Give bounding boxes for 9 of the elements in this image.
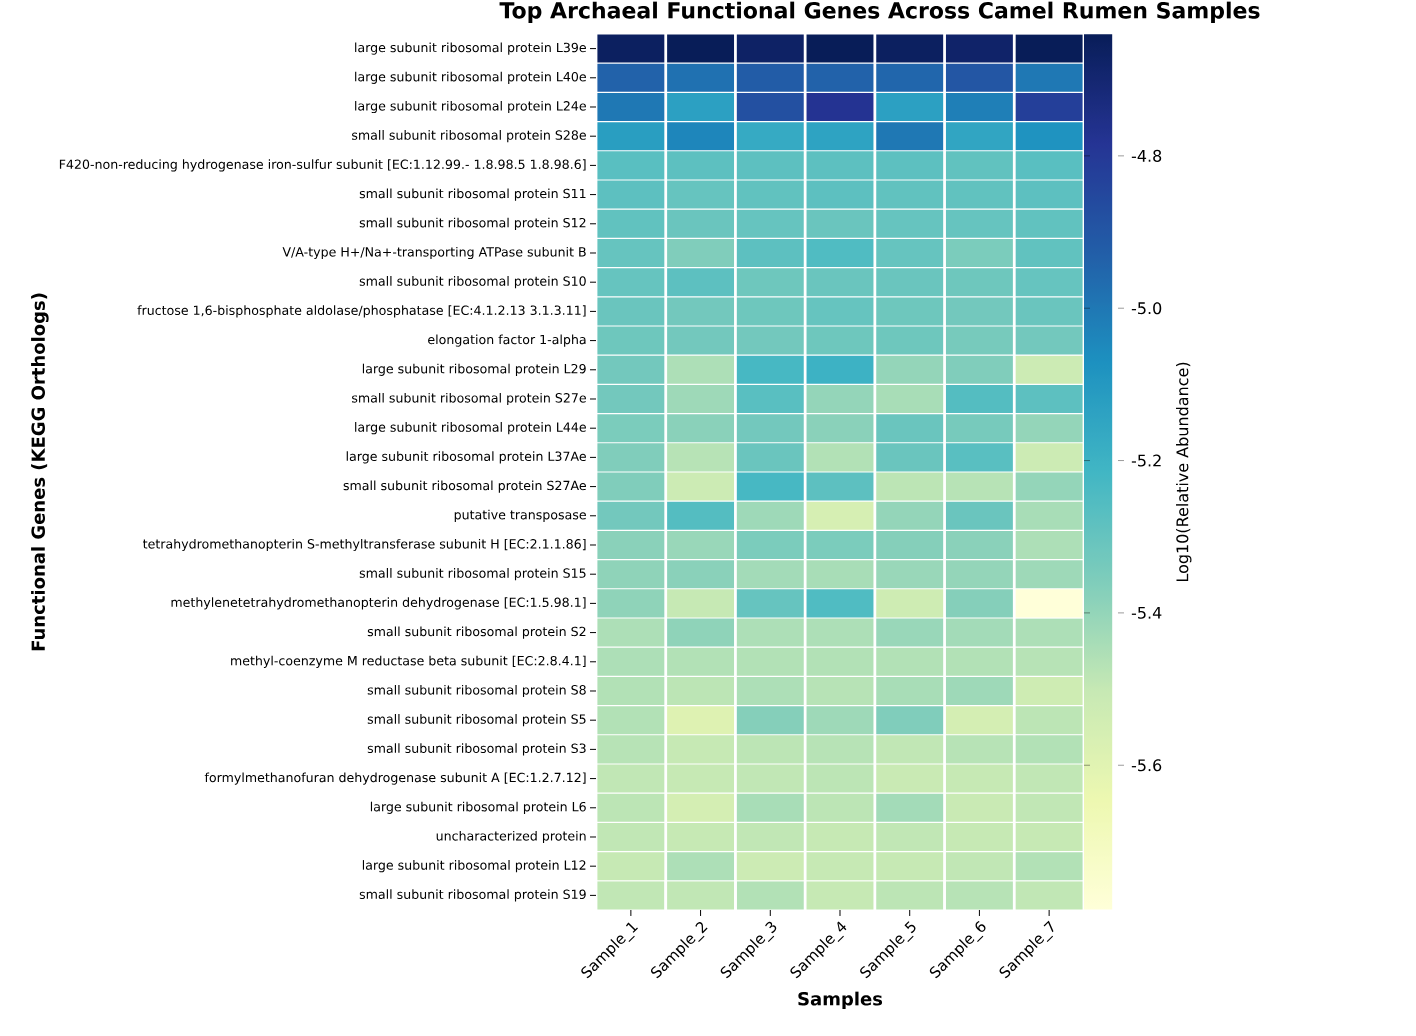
color-bar-title: Log10(Relative Abundance): [1176, 362, 1192, 581]
x-axis-title: Samples: [798, 991, 883, 1010]
color-bar-label: -4.8: [1131, 149, 1162, 162]
color-bar-label: -5.0: [1131, 302, 1162, 315]
chart-title: Top Archaeal Functional Genes Across Camel Rumen Samples: [499, 1, 1260, 23]
y-axis-title: Functional Genes (KEGG Orthologs): [31, 293, 49, 651]
color-bar-label: -5.6: [1131, 759, 1162, 772]
color-bar-label: -5.2: [1131, 454, 1161, 467]
color-bar-label: -5.4: [1131, 606, 1162, 619]
